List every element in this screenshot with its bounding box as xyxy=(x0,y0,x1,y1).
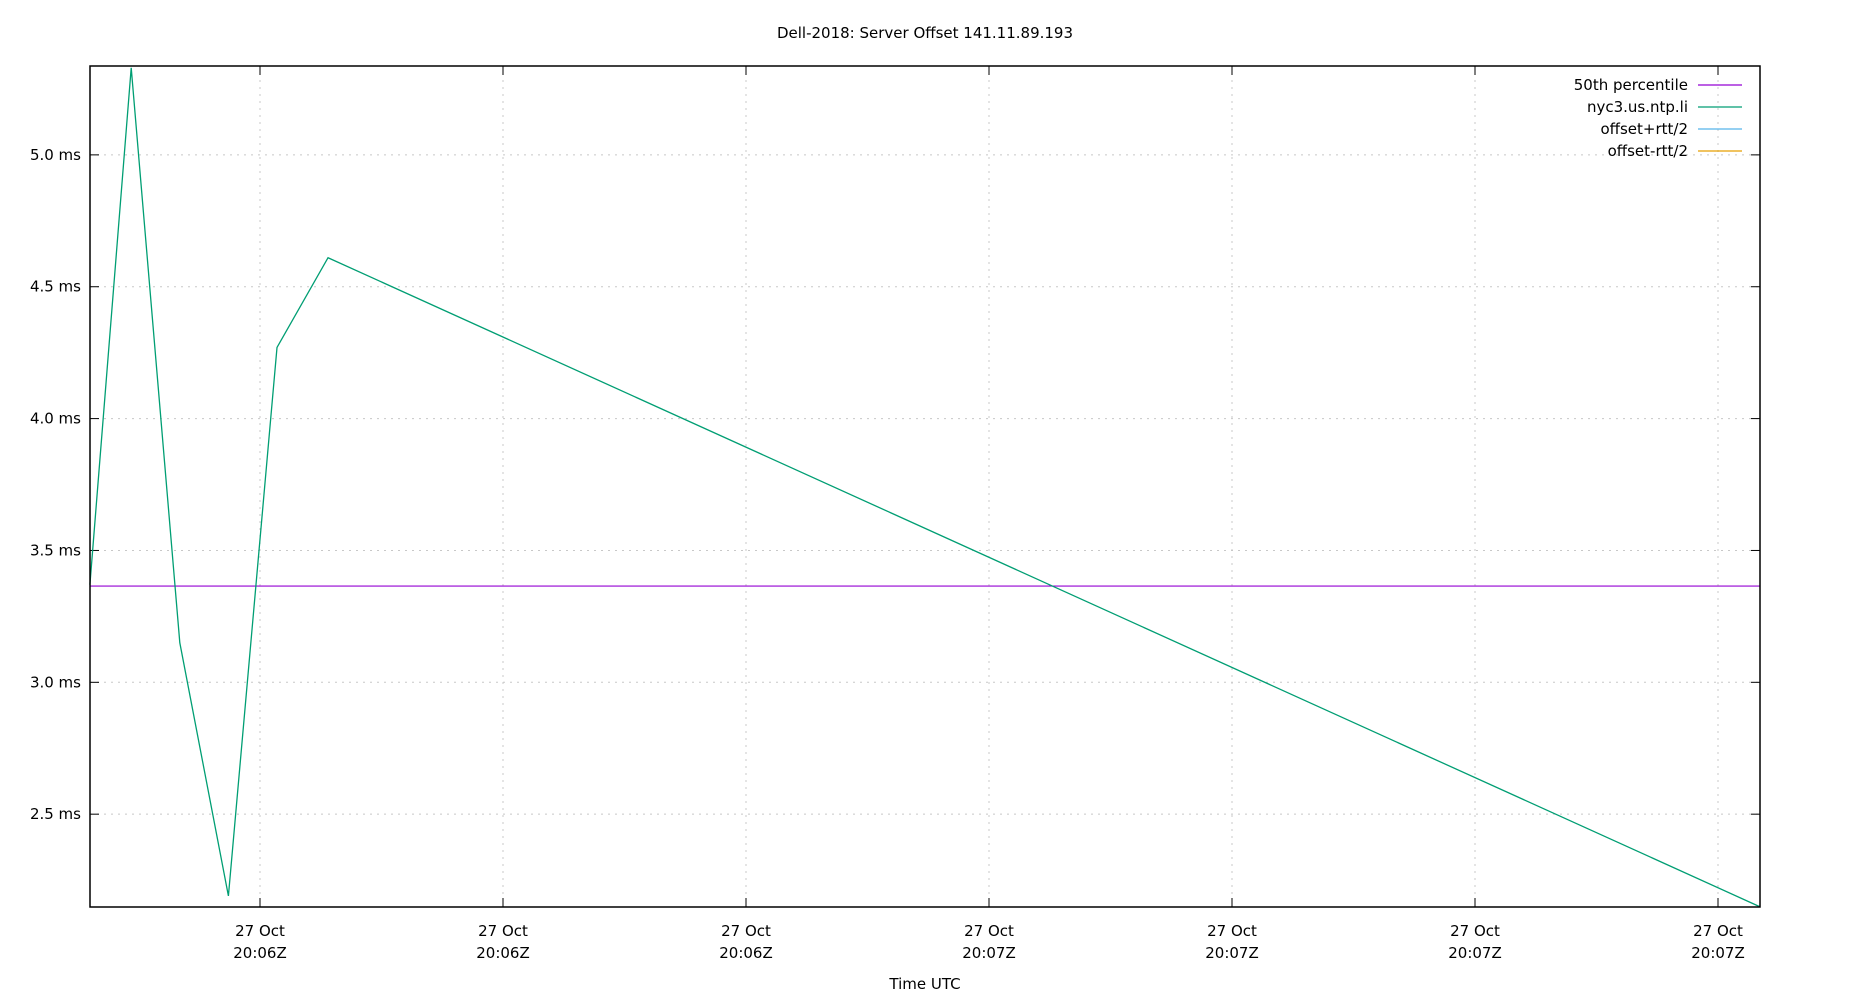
axis-ticks: 2.5 ms 3.0 ms 3.5 ms 4.0 ms 4.5 ms 5.0 ms 27 O… xyxy=(30,66,1760,962)
x-tick-label-time: 20:06Z xyxy=(719,944,773,962)
x-tick-label-time: 20:07Z xyxy=(1448,944,1502,962)
chart-title: Dell-2018: Server Offset 141.11.89.193 xyxy=(777,24,1073,42)
legend: 50th percentile nyc3.us.ntp.li offset+rtt/… xyxy=(1574,76,1742,160)
x-tick-label-date: 27 Oct xyxy=(721,922,771,940)
x-tick-label-time: 20:07Z xyxy=(962,944,1016,962)
x-tick-label-time: 20:07Z xyxy=(1205,944,1259,962)
x-tick-label-time: 20:06Z xyxy=(233,944,287,962)
x-tick-label-time: 20:07Z xyxy=(1691,944,1745,962)
y-tick-label: 3.0 ms xyxy=(30,673,81,691)
legend-label: offset+rtt/2 xyxy=(1600,120,1688,138)
x-tick-label-date: 27 Oct xyxy=(1207,922,1257,940)
x-tick-label-date: 27 Oct xyxy=(964,922,1014,940)
y-tick-label: 4.0 ms xyxy=(30,410,81,428)
y-tick-label: 2.5 ms xyxy=(30,805,81,823)
series-line-nyc3-us-ntp-li xyxy=(89,67,1760,908)
legend-label: 50th percentile xyxy=(1574,76,1688,94)
grid xyxy=(90,66,1760,907)
x-tick-label-date: 27 Oct xyxy=(1450,922,1500,940)
x-tick-label-date: 27 Oct xyxy=(478,922,528,940)
x-tick-label-time: 20:06Z xyxy=(476,944,530,962)
y-tick-label: 3.5 ms xyxy=(30,541,81,559)
legend-label: offset-rtt/2 xyxy=(1608,142,1688,160)
x-axis-label: Time UTC xyxy=(888,975,960,993)
y-tick-label: 4.5 ms xyxy=(30,278,81,296)
x-tick-label-date: 27 Oct xyxy=(1693,922,1743,940)
y-tick-label: 5.0 ms xyxy=(30,146,81,164)
plot-border xyxy=(89,65,1761,908)
series-layer xyxy=(89,67,1760,908)
legend-label: nyc3.us.ntp.li xyxy=(1587,98,1688,116)
x-tick-label-date: 27 Oct xyxy=(235,922,285,940)
